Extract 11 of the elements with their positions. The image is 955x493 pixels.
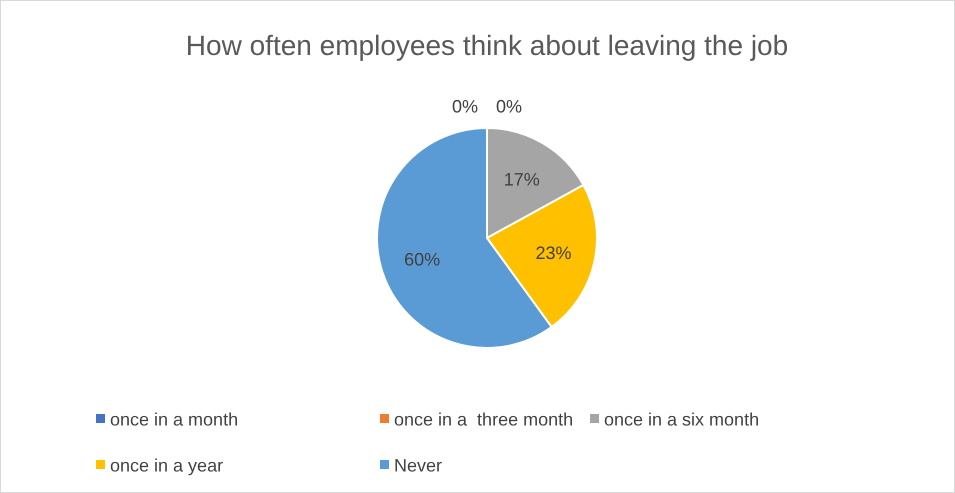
chart-title: How often employees think about leaving the job — [186, 30, 788, 61]
text: 0% — [496, 96, 522, 116]
legend-label: Never — [394, 455, 442, 476]
legend-label: once in a three month — [394, 409, 574, 430]
legend-label: once in a year — [110, 455, 224, 476]
text: 0% — [452, 96, 478, 116]
legend-label: once in a month — [110, 409, 238, 430]
data-label: 23% — [536, 243, 572, 264]
data-label: 60% — [404, 249, 440, 270]
data-label: 17% — [504, 170, 540, 190]
legend-label: once in a six month — [604, 409, 760, 430]
